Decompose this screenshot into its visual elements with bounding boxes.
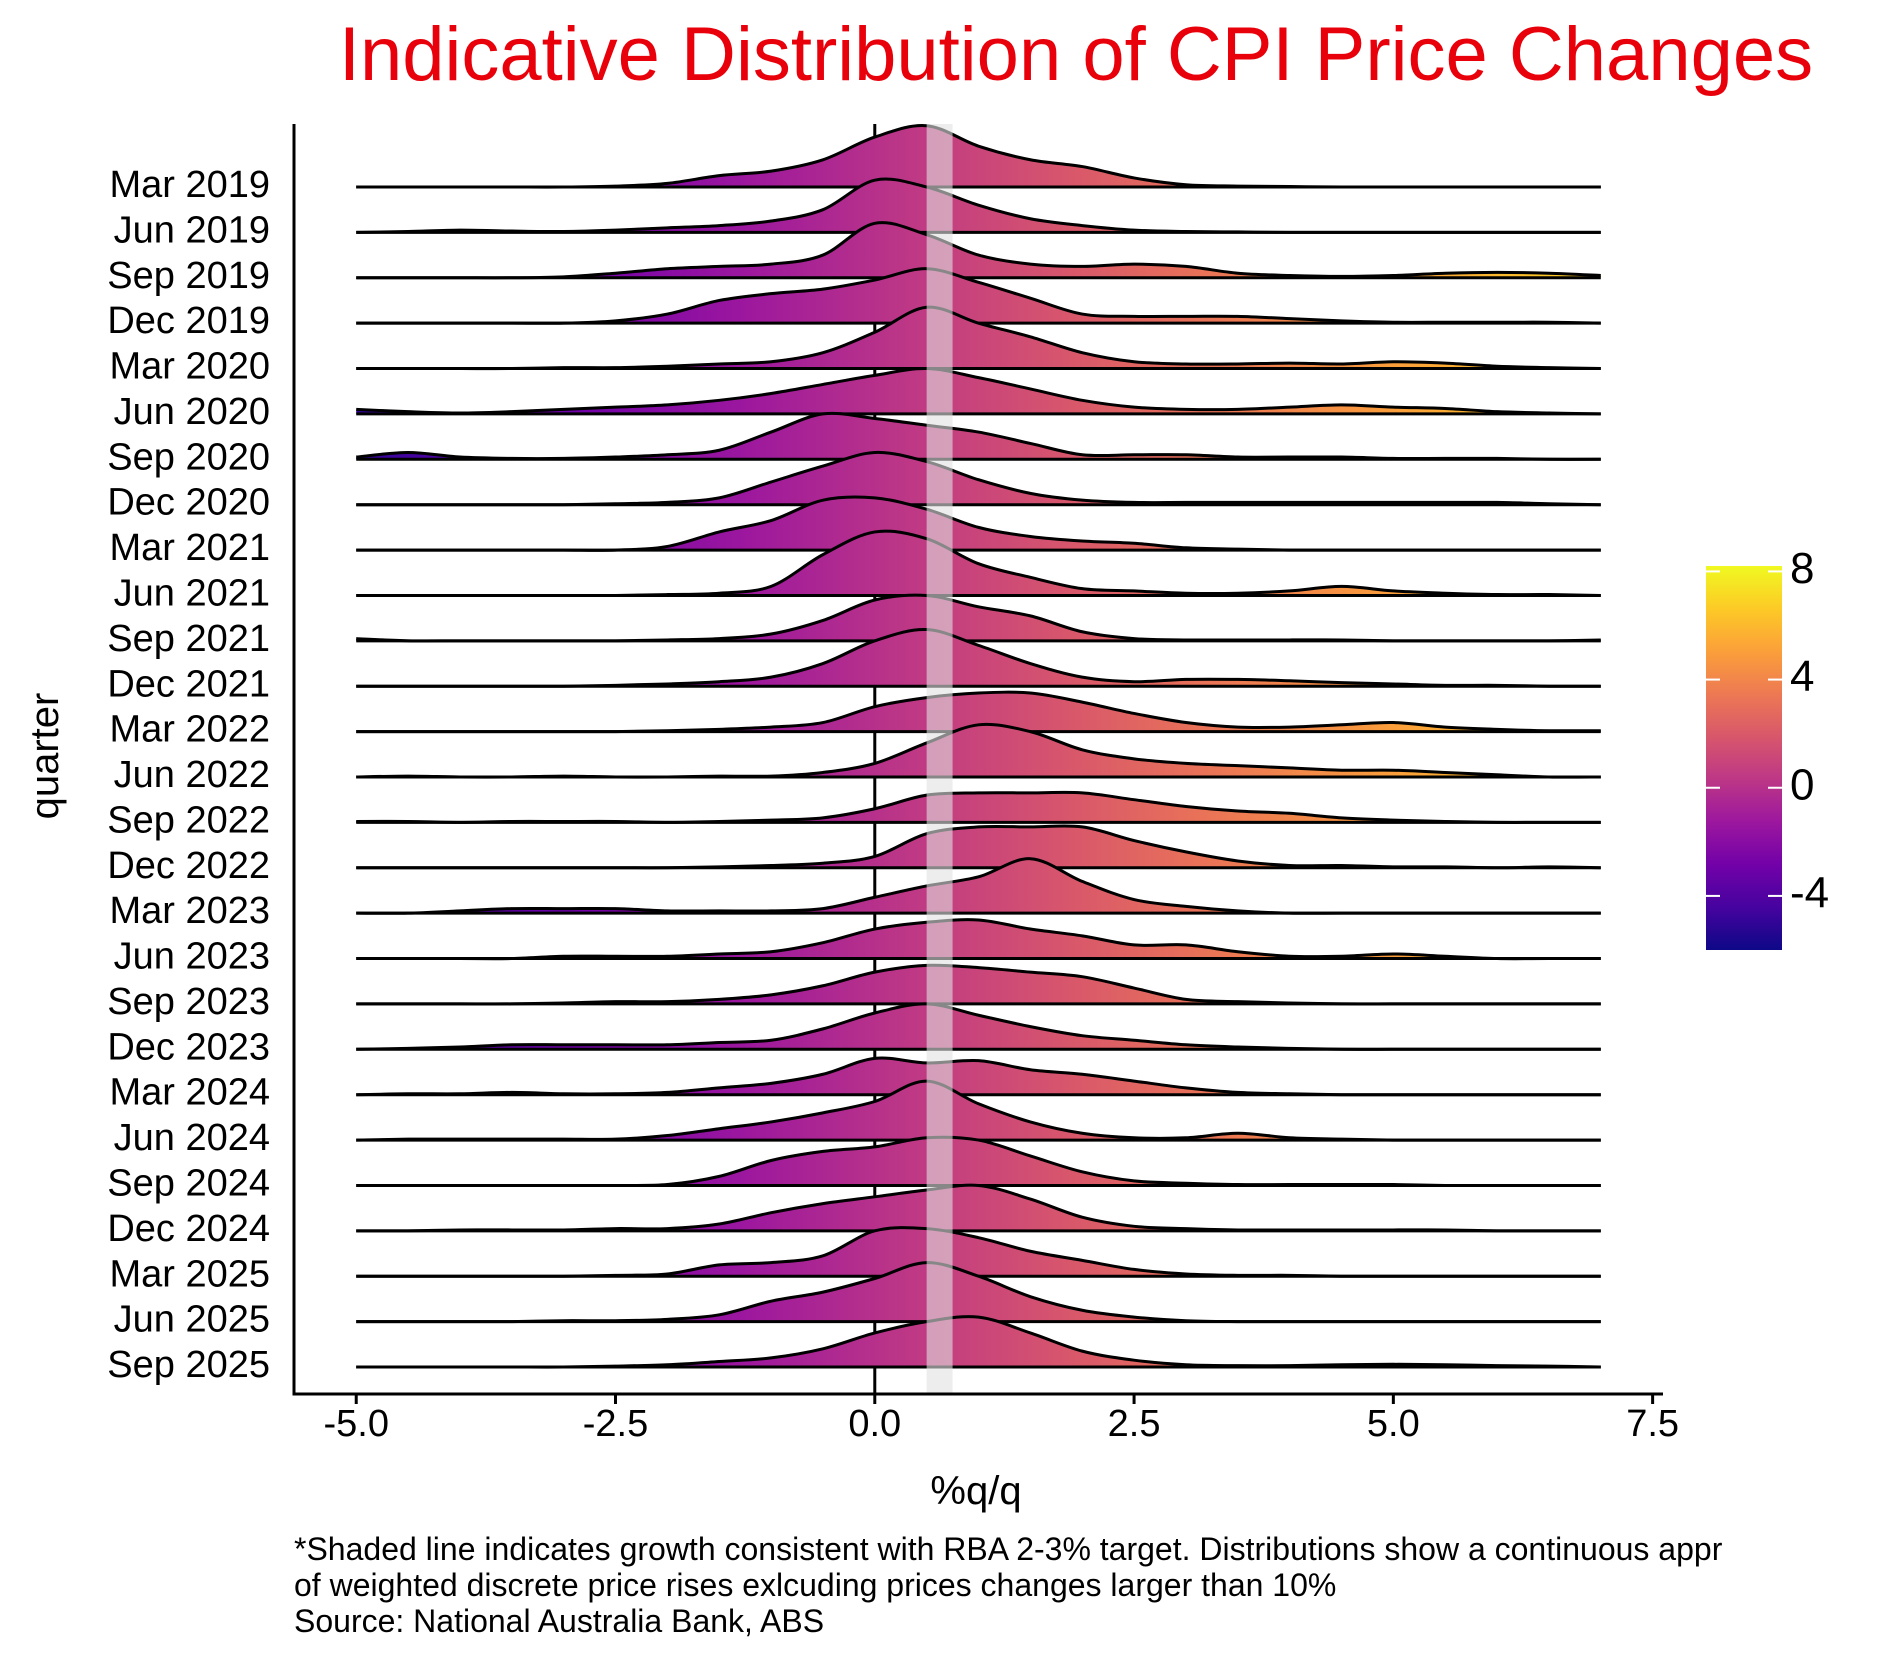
ridge-line bbox=[356, 1226, 1601, 1278]
ridge-line bbox=[356, 529, 1601, 598]
y-tick-label: Jun 2022 bbox=[114, 754, 270, 796]
y-tick-label: Dec 2020 bbox=[107, 482, 270, 524]
target-band bbox=[926, 124, 953, 1394]
y-tick-label: Sep 2022 bbox=[107, 799, 270, 841]
ridge-line bbox=[356, 305, 1601, 371]
ridge-line bbox=[356, 495, 1601, 552]
y-axis-title: quarter bbox=[23, 693, 67, 820]
y-tick-label: Mar 2020 bbox=[109, 346, 270, 388]
ridge-line bbox=[356, 1315, 1601, 1369]
y-tick-label: Mar 2022 bbox=[109, 709, 270, 751]
ridge-area bbox=[356, 1316, 1601, 1368]
ridge-area bbox=[356, 629, 1601, 687]
colorbar bbox=[1706, 566, 1782, 950]
ridge-area bbox=[356, 919, 1601, 959]
y-tick-label: Jun 2020 bbox=[114, 391, 270, 433]
ridge-area bbox=[356, 1058, 1601, 1095]
x-tick-label: 5.0 bbox=[1367, 1403, 1420, 1445]
y-tick-label: Mar 2024 bbox=[109, 1072, 270, 1114]
y-tick-label: Sep 2021 bbox=[107, 618, 270, 660]
ridge-area bbox=[356, 1262, 1601, 1322]
ridge-area bbox=[356, 1137, 1601, 1186]
x-axis-title: %q/q bbox=[930, 1469, 1021, 1513]
ridge-area bbox=[356, 595, 1601, 642]
ridge-line bbox=[356, 627, 1601, 688]
ridge-area bbox=[356, 222, 1601, 278]
x-tick-label: -2.5 bbox=[583, 1403, 648, 1445]
ridge-line bbox=[356, 367, 1601, 416]
ridge-area bbox=[356, 307, 1601, 369]
y-tick-label: Jun 2024 bbox=[114, 1117, 270, 1159]
y-tick-label: Mar 2019 bbox=[109, 164, 270, 206]
caption-line: Source: National Australia Bank, ABS bbox=[294, 1603, 824, 1639]
ridge-area bbox=[356, 368, 1601, 414]
ridge-line bbox=[356, 593, 1601, 643]
y-tick-label: Dec 2021 bbox=[107, 663, 270, 705]
y-tick-label: Jun 2019 bbox=[114, 209, 270, 251]
y-tick-label: Mar 2025 bbox=[109, 1253, 270, 1295]
ridge-area bbox=[356, 268, 1601, 324]
y-tick-label: Sep 2025 bbox=[107, 1344, 270, 1386]
ridge-line bbox=[356, 1135, 1601, 1188]
ridge-line bbox=[356, 1183, 1601, 1233]
ridge-line bbox=[356, 267, 1601, 325]
ridge-area bbox=[356, 1003, 1601, 1050]
ridge-area bbox=[356, 1227, 1601, 1277]
y-tick-label: Sep 2023 bbox=[107, 981, 270, 1023]
ridge-line bbox=[356, 1261, 1601, 1324]
ridge-line bbox=[356, 124, 1601, 189]
ridge-line bbox=[356, 857, 1601, 915]
y-tick-label: Jun 2021 bbox=[114, 572, 270, 614]
ridge-area bbox=[356, 724, 1601, 778]
y-tick-label: Sep 2020 bbox=[107, 436, 270, 478]
ridge-line bbox=[356, 411, 1601, 461]
colorbar-tick-label: -4 bbox=[1790, 869, 1829, 918]
caption-line: *Shaded line indicates growth consistent… bbox=[294, 1531, 1723, 1567]
ridge-area bbox=[356, 413, 1601, 460]
x-tick-label: -5.0 bbox=[323, 1403, 388, 1445]
y-tick-label: Mar 2021 bbox=[109, 527, 270, 569]
colorbar-tick-label: 0 bbox=[1790, 760, 1814, 809]
y-tick-label: Dec 2024 bbox=[107, 1208, 270, 1250]
ridge-area bbox=[356, 692, 1601, 732]
ridge-area bbox=[356, 125, 1601, 188]
ridge-area bbox=[356, 1185, 1601, 1231]
colorbar-tick-label: 4 bbox=[1790, 652, 1814, 701]
ridge-line bbox=[356, 177, 1601, 234]
y-tick-label: Mar 2023 bbox=[109, 890, 270, 932]
y-tick-label: Dec 2022 bbox=[107, 845, 270, 887]
ridge-line bbox=[356, 918, 1601, 961]
ridge-line bbox=[356, 790, 1601, 824]
ridge-line bbox=[356, 1002, 1601, 1051]
ridge-line bbox=[356, 450, 1601, 507]
ridge-line bbox=[356, 221, 1601, 280]
caption-line: of weighted discrete price rises exlcudi… bbox=[294, 1567, 1336, 1603]
y-tick-label: Jun 2025 bbox=[114, 1299, 270, 1341]
ridge-line bbox=[356, 690, 1601, 734]
chart-title: Indicative Distribution of CPI Price Cha… bbox=[339, 12, 1813, 97]
x-tick-label: 7.5 bbox=[1626, 1403, 1679, 1445]
y-tick-label: Sep 2024 bbox=[107, 1162, 270, 1204]
ridge-area bbox=[356, 825, 1601, 868]
ridge-line bbox=[356, 1079, 1601, 1142]
ridge-line bbox=[356, 722, 1601, 779]
ridge-area bbox=[356, 531, 1601, 596]
ridge-line bbox=[356, 824, 1601, 870]
ridge-line bbox=[356, 1056, 1601, 1097]
ridge-area bbox=[356, 1081, 1601, 1141]
y-tick-label: Dec 2023 bbox=[107, 1026, 270, 1068]
x-tick-label: 2.5 bbox=[1108, 1403, 1161, 1445]
y-tick-label: Dec 2019 bbox=[107, 300, 270, 342]
ridge-area bbox=[356, 452, 1601, 505]
ridge-area bbox=[356, 496, 1601, 551]
y-tick-label: Sep 2019 bbox=[107, 255, 270, 297]
ridge-line bbox=[356, 963, 1601, 1006]
ridge-area bbox=[356, 858, 1601, 914]
x-tick-label: 0.0 bbox=[848, 1403, 901, 1445]
colorbar-tick-label: 8 bbox=[1790, 544, 1814, 593]
ridge-area bbox=[356, 965, 1601, 1004]
y-tick-label: Jun 2023 bbox=[114, 936, 270, 978]
ridge-area bbox=[356, 792, 1601, 823]
